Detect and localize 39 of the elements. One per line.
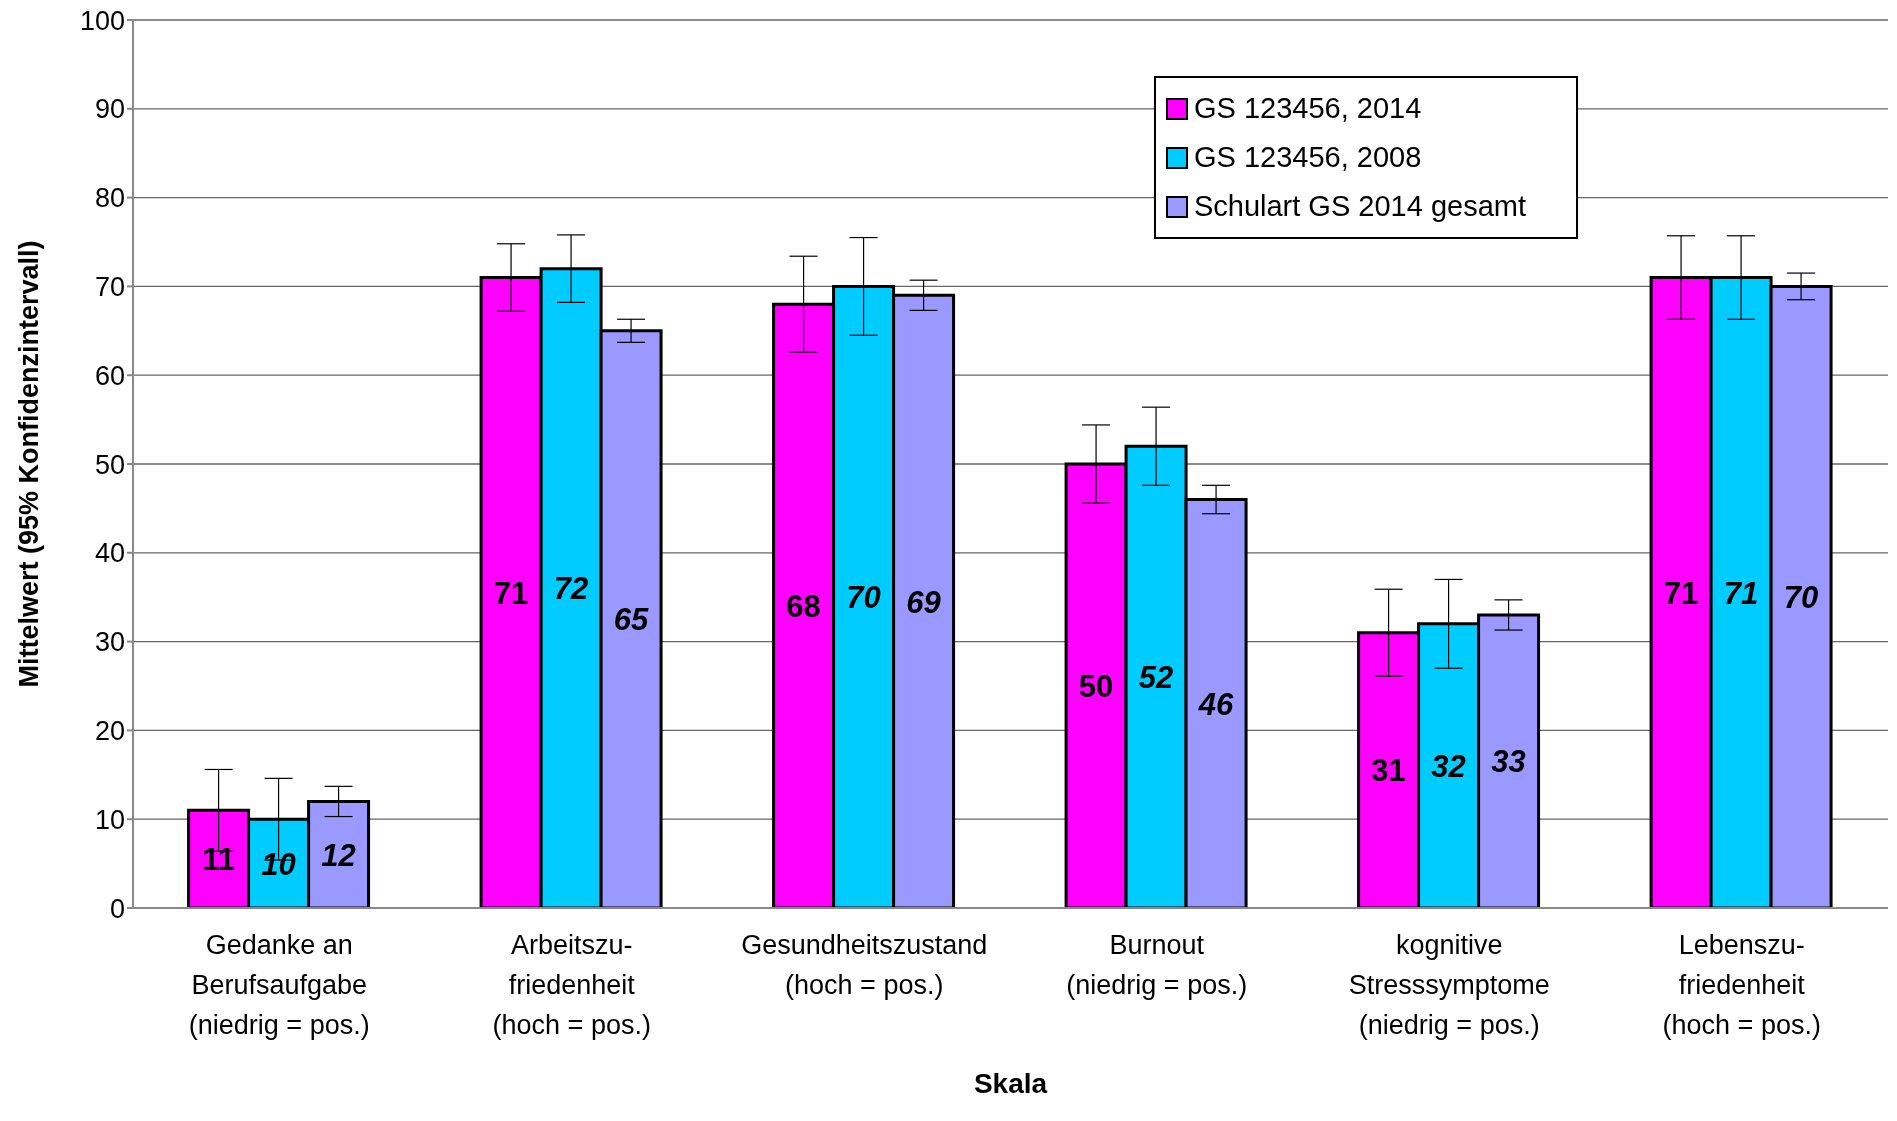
y-tick-label: 70 <box>94 271 125 302</box>
y-tick-label: 80 <box>94 183 125 214</box>
x-tick-label: Burnout (niedrig = pos.) <box>1066 930 1248 1000</box>
x-tick-label: Arbeitszu- friedenheit (hoch = pos.) <box>492 930 651 1040</box>
y-tick-label: 20 <box>94 715 125 746</box>
x-tick-label: Gedanke an Berufsaufgabe (niedrig = pos.) <box>188 930 370 1040</box>
legend-label: GS 123456, 2014 <box>1193 92 1422 125</box>
data-label: 12 <box>321 837 356 873</box>
x-tick-label: kognitive Stresssymptome (niedrig = pos.) <box>1348 930 1550 1040</box>
y-tick-label: 60 <box>94 360 125 391</box>
data-label: 71 <box>1723 575 1759 611</box>
y-tick-label: 0 <box>109 893 125 924</box>
data-label: 50 <box>1078 669 1114 705</box>
data-label: 68 <box>786 589 821 625</box>
x-axis-title: Skala <box>973 1068 1048 1099</box>
data-label: 72 <box>553 571 589 607</box>
data-label: 65 <box>613 602 650 638</box>
data-label: 70 <box>1783 580 1819 616</box>
y-tick-label: 100 <box>79 5 125 36</box>
legend-label: Schulart GS 2014 gesamt <box>1193 190 1526 223</box>
x-tick-label: Gesundheitszustand (hoch = pos.) <box>741 930 988 1000</box>
y-tick-label: 40 <box>94 538 125 569</box>
data-label: 11 <box>202 842 235 878</box>
y-axis-title: Mittelwert (95% Konfidenzintervall) <box>13 240 44 688</box>
y-tick-label: 10 <box>94 804 125 835</box>
data-label: 33 <box>1491 744 1526 780</box>
data-label: 69 <box>906 584 942 620</box>
x-tick-label: Lebenszu- friedenheit (hoch = pos.) <box>1662 930 1821 1040</box>
data-label: 32 <box>1431 748 1466 784</box>
y-tick-label: 90 <box>94 94 125 125</box>
data-label: 71 <box>1663 575 1699 611</box>
data-label: 46 <box>1197 686 1235 722</box>
data-label: 52 <box>1138 660 1174 696</box>
legend-label: GS 123456, 2008 <box>1193 141 1422 174</box>
data-label: 71 <box>493 575 529 611</box>
data-label: 31 <box>1371 753 1406 789</box>
data-label: 70 <box>846 580 881 616</box>
y-tick-label: 30 <box>94 627 125 658</box>
y-tick-label: 50 <box>94 449 125 480</box>
